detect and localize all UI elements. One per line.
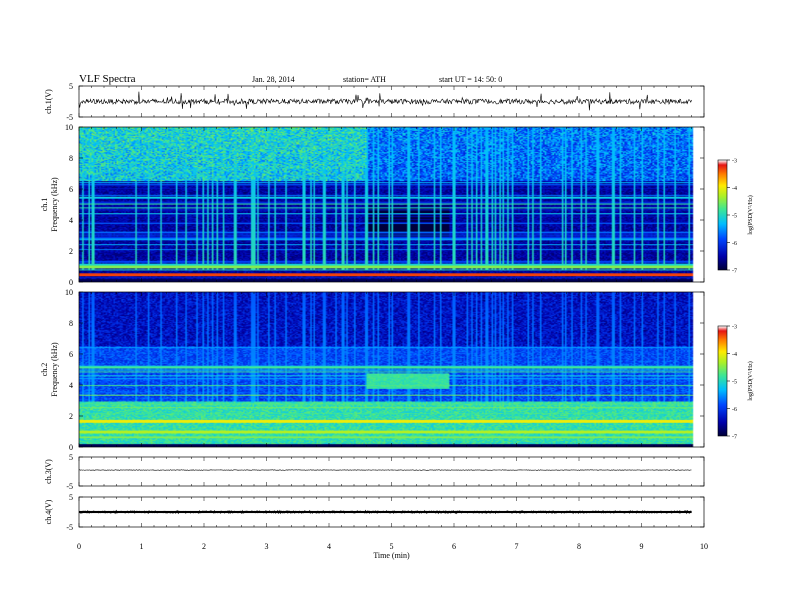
- ch1-colorbar-tick-label: -3: [732, 159, 737, 165]
- ch1-colorbar-tick-label: -7: [732, 269, 737, 275]
- sp1-y-axis-label: ch.1: [40, 198, 49, 212]
- ch1-spectrogram-image: [79, 127, 704, 282]
- x-tick-label: 7: [515, 542, 519, 551]
- station-label: station= ATH: [343, 75, 386, 84]
- x-tick-label: 0: [77, 542, 81, 551]
- plot-title: VLF Spectra: [79, 73, 136, 85]
- x-tick-label: 3: [265, 542, 269, 551]
- sp2-y-tick-label: 10: [65, 288, 73, 297]
- ch2-colorbar-tick-label: -5: [732, 380, 737, 386]
- sp2-y-tick-label: 4: [69, 381, 73, 390]
- x-tick-label: 10: [700, 542, 708, 551]
- ch3-y-tick-label: -5: [66, 482, 73, 491]
- sp2-y-axis-label: ch.2: [40, 363, 49, 377]
- ch3-waveform-trace: [79, 469, 692, 471]
- x-tick-label: 2: [202, 542, 206, 551]
- x-tick-label: 9: [640, 542, 644, 551]
- sp2-y-tick-label: 0: [69, 443, 73, 452]
- ch2-colorbar: [718, 326, 727, 436]
- sp1-y-tick-label: 2: [69, 247, 73, 256]
- ch1-colorbar: [718, 160, 727, 270]
- sp1-y-axis-label: Frequency (kHz): [50, 177, 59, 232]
- sp1-y-tick-label: 4: [69, 216, 73, 225]
- ch1-colorbar-label: log(PSD(V²/Hz): [747, 195, 754, 234]
- ch1-y-axis-label: ch.1(V): [44, 89, 53, 114]
- ch4-y-tick-label: 5: [69, 493, 73, 502]
- ch1-colorbar-tick-label: -5: [732, 214, 737, 220]
- ch4-waveform-trace-band: [79, 510, 692, 514]
- sp2-y-tick-label: 8: [69, 319, 73, 328]
- ch4-y-tick-label: -5: [66, 523, 73, 532]
- ch1-y-tick-label: -5: [66, 113, 73, 122]
- date-label: Jan. 28, 2014: [252, 75, 295, 84]
- ch1-colorbar-tick-label: -6: [732, 241, 737, 247]
- ch2-spectrogram-image: [79, 292, 704, 447]
- x-tick-label: 4: [327, 542, 331, 551]
- ch3-frame: [78, 456, 705, 487]
- ch2-colorbar-label: log(PSD(V²/Hz): [747, 361, 754, 400]
- ch2-colorbar-tick-label: -3: [732, 325, 737, 331]
- sp2-y-tick-label: 6: [69, 350, 73, 359]
- ch3-y-axis-label: ch.3(V): [44, 459, 53, 484]
- x-tick-label: 8: [577, 542, 581, 551]
- ch2-colorbar-tick-label: -4: [732, 352, 737, 358]
- x-tick-label: 6: [452, 542, 456, 551]
- ch3-y-tick-label: 5: [69, 453, 73, 462]
- sp1-y-tick-label: 8: [69, 154, 73, 163]
- ch1-colorbar-tick-label: -4: [732, 186, 737, 192]
- sp2-y-axis-label: Frequency (kHz): [50, 342, 59, 397]
- start-time-label: start UT = 14: 50: 0: [439, 75, 503, 84]
- sp1-y-tick-label: 10: [65, 123, 73, 132]
- sp2-y-tick-label: 2: [69, 412, 73, 421]
- ch2-colorbar-tick-label: -6: [732, 407, 737, 413]
- sp1-y-tick-label: 0: [69, 278, 73, 287]
- ch1-waveform-trace: [78, 91, 692, 111]
- x-tick-label: 5: [390, 542, 394, 551]
- x-axis-label: Time (min): [373, 551, 410, 560]
- x-tick-label: 1: [140, 542, 144, 551]
- ch2-colorbar-tick-label: -7: [732, 435, 737, 441]
- sp1-y-tick-label: 6: [69, 185, 73, 194]
- ch4-y-axis-label: ch.4(V): [44, 499, 53, 524]
- ch1-y-tick-label: 5: [69, 82, 73, 91]
